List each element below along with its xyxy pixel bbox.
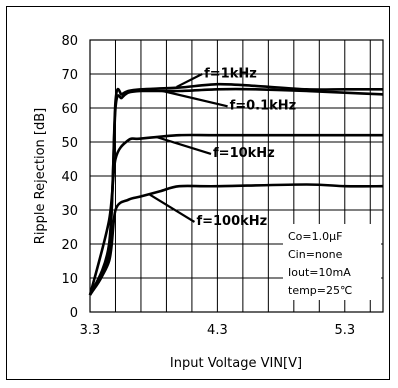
- curve-label-0: f=1kHz: [204, 66, 257, 81]
- y-tick-label: 10: [61, 272, 78, 287]
- x-tick-label: 4.3: [207, 323, 228, 338]
- grid: [90, 40, 383, 312]
- curve-label-3: f=100kHz: [196, 214, 267, 229]
- x-axis-label: Input Voltage VIN[V]: [170, 356, 302, 371]
- label-leader-3: [149, 193, 196, 223]
- curve-label-1: f=0.1kHz: [230, 99, 297, 114]
- series-line-1: [88, 87, 384, 296]
- series-line-2: [88, 133, 383, 296]
- series-line-3: [88, 183, 384, 296]
- y-tick-label: 70: [61, 68, 78, 83]
- y-tick-label: 20: [61, 238, 78, 253]
- y-tick-label: 0: [70, 306, 78, 321]
- conditions-box: Co=1.0μF Cin=none Iout=10mA temp=25℃: [283, 224, 381, 300]
- condition-cin: Cin=none: [288, 248, 343, 261]
- x-tick-label: 5.3: [334, 323, 355, 338]
- x-tick-label: 3.3: [80, 323, 101, 338]
- y-tick-label: 50: [61, 136, 78, 151]
- label-leader-0: [176, 73, 203, 88]
- curve-label-2: f=10kHz: [213, 146, 275, 161]
- y-axis-label: Ripple Rejection [dB]: [33, 108, 48, 244]
- label-leader-2: [155, 135, 212, 155]
- condition-co: Co=1.0μF: [288, 230, 342, 243]
- y-tick-label: 30: [61, 204, 78, 219]
- curves: [88, 82, 384, 296]
- y-tick-label: 40: [61, 170, 78, 185]
- chart-frame: [6, 6, 390, 380]
- y-tick-label: 80: [61, 34, 78, 49]
- label-leader-1: [162, 89, 228, 108]
- plot-border: [89, 39, 384, 313]
- y-tick-label: 60: [61, 102, 78, 117]
- tick-labels: 0 10 20 30 40 50 60 70 80 3.3 4.3 5.3: [61, 34, 355, 338]
- curve-labels: f=1kHz f=0.1kHz f=10kHz f=100kHz: [196, 66, 296, 229]
- condition-iout: Iout=10mA: [288, 266, 351, 279]
- condition-temp: temp=25℃: [288, 284, 352, 297]
- label-leaders: [149, 73, 228, 223]
